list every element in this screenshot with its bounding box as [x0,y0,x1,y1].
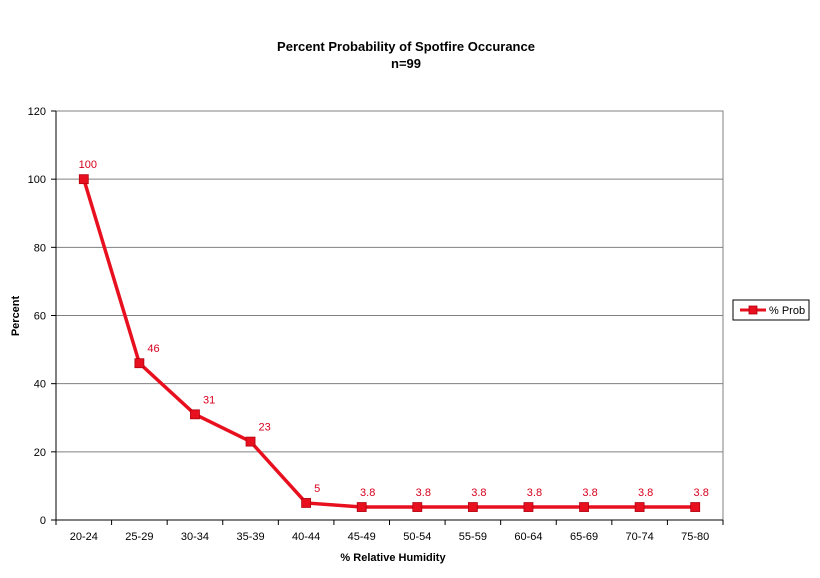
x-tick-label: 40-44 [292,531,320,543]
data-point-marker [467,502,478,512]
data-label: 3.8 [471,487,486,499]
series-layer [78,174,701,512]
data-label: 5 [314,483,320,495]
data-label: 46 [147,343,159,355]
data-label: 3.8 [360,487,375,499]
y-tick-label: 60 [34,311,46,323]
x-tick-label: 65-69 [570,531,598,543]
y-tick-label: 100 [28,174,46,186]
data-label: 31 [203,394,215,406]
grid-lines [56,110,723,453]
data-point-marker [78,174,89,185]
x-tick-label: 25-29 [125,531,153,543]
data-point-marker [523,502,534,512]
x-tick-label: 30-34 [181,531,209,543]
x-tick-labels: 20-24 25-29 30-34 35-39 40-44 45-49 50-54 55-59… [70,531,710,543]
axes [51,110,724,525]
data-label: 3.8 [527,487,542,499]
x-tick-label: 45-49 [348,531,376,543]
data-point-marker [245,436,256,447]
x-axis-label: % Relative Humidity [340,552,446,564]
y-tick-label: 40 [34,379,46,391]
data-label: 100 [79,159,97,171]
x-tick-label: 75-80 [681,531,709,543]
y-tick-label: 80 [34,242,46,254]
data-label: 3.8 [416,487,431,499]
x-tick-label: 55-59 [459,531,487,543]
data-point-marker [301,498,312,508]
data-point-marker [412,502,423,512]
data-point-marker [690,502,701,512]
x-tick-label: 20-24 [70,531,98,543]
chart-title: Percent Probability of Spotfire Occuranc… [277,39,535,54]
data-label: 23 [259,422,271,434]
y-tick-labels: 0 20 40 60 80 100 120 [28,106,46,527]
series-line [82,178,696,509]
data-point-marker [134,358,145,369]
y-tick-label: 0 [40,515,46,527]
x-tick-label: 35-39 [236,531,264,543]
legend-marker-swatch [748,305,758,315]
data-labels: 100 46 31 23 5 3.8 3.8 3.8 3.8 3.8 3.8 3.8 [79,159,709,499]
y-tick-label: 120 [28,106,46,118]
legend-entry-label: % Prob [769,305,805,317]
data-label: 3.8 [694,487,709,499]
data-label: 3.8 [638,487,653,499]
y-tick-label: 20 [34,447,46,459]
data-label: 3.8 [582,487,597,499]
y-axis-label: Percent [10,295,22,336]
x-tick-label: 60-64 [514,531,542,543]
data-point-marker [356,502,367,512]
x-tick-label: 70-74 [626,531,654,543]
data-point-marker [190,409,200,420]
data-point-marker [579,502,589,512]
x-tick-label: 50-54 [403,531,431,543]
legend: % Prob [732,299,810,321]
data-point-marker [634,502,645,512]
legend-box [732,299,810,321]
chart-subtitle: n=99 [391,56,421,71]
